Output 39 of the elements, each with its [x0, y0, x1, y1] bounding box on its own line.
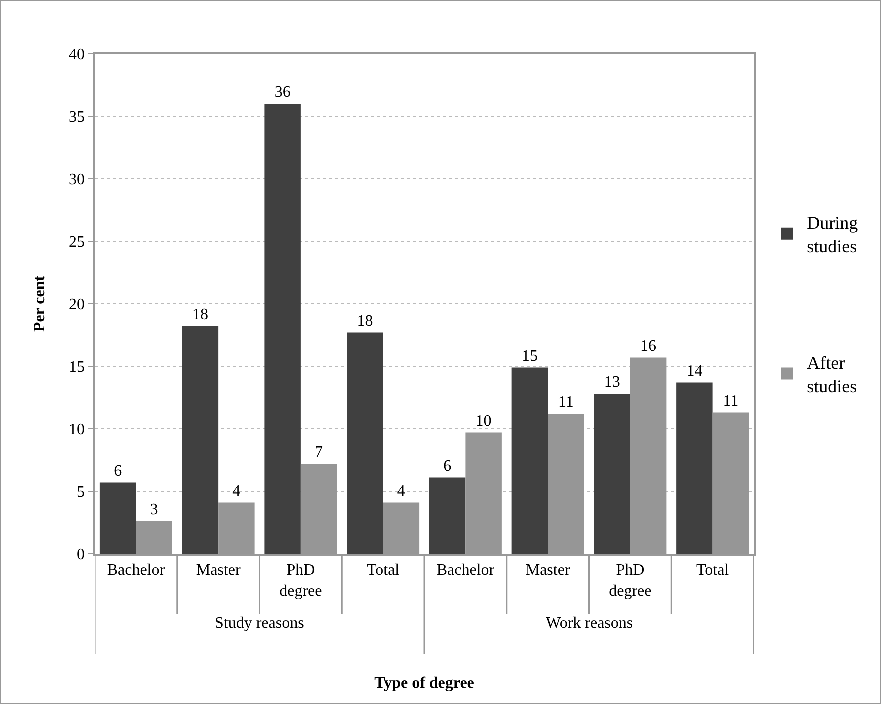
data-label: 13	[604, 374, 620, 391]
text: Work reasons	[546, 615, 634, 632]
data-label: 11	[723, 392, 739, 410]
y-tick-label: 35	[69, 109, 86, 126]
data-label: 10	[476, 412, 492, 430]
y-tick-label: 15	[69, 359, 86, 376]
y-axis-title: Per cent	[31, 275, 48, 332]
x-axis-title: Type of degree	[374, 674, 474, 692]
y-tick-label: 20	[69, 296, 86, 314]
data-label: 11	[558, 394, 574, 411]
y-tick-label: 0	[77, 546, 86, 564]
data-label: 4	[232, 482, 241, 500]
x-tick-label: Master	[196, 562, 242, 579]
data-label: 3	[150, 502, 158, 518]
data-label: 6	[444, 458, 452, 475]
y-tick-label: 30	[69, 172, 86, 189]
data-label: 15	[522, 348, 538, 365]
data-label: 6	[114, 462, 122, 480]
data-label: 36	[274, 84, 291, 101]
y-tick-label: 40	[69, 46, 86, 64]
x-tick-label: PhD degree	[280, 562, 322, 600]
x-tick-label: Total	[696, 562, 730, 579]
x-tick-label: Total	[366, 562, 400, 579]
x-tick-label: Bachelor	[436, 562, 496, 579]
x-tick-label: Master	[526, 562, 571, 579]
legend-label: During studies	[807, 213, 858, 257]
data-label: 18	[192, 306, 208, 324]
data-label: 14	[686, 362, 703, 380]
legend-label: After studies	[807, 353, 858, 396]
y-tick-label: 10	[69, 422, 86, 439]
y-tick-label: 25	[69, 234, 86, 252]
text: Study reasons	[215, 615, 304, 632]
x-tick-label: PhD degree	[609, 562, 652, 600]
data-label: 16	[640, 338, 657, 355]
data-label: 4	[397, 482, 406, 500]
data-label: 7	[315, 444, 324, 461]
y-tick-label: 5	[77, 484, 86, 502]
x-tick-label: Bachelor	[107, 562, 166, 579]
data-label: 18	[357, 312, 374, 330]
